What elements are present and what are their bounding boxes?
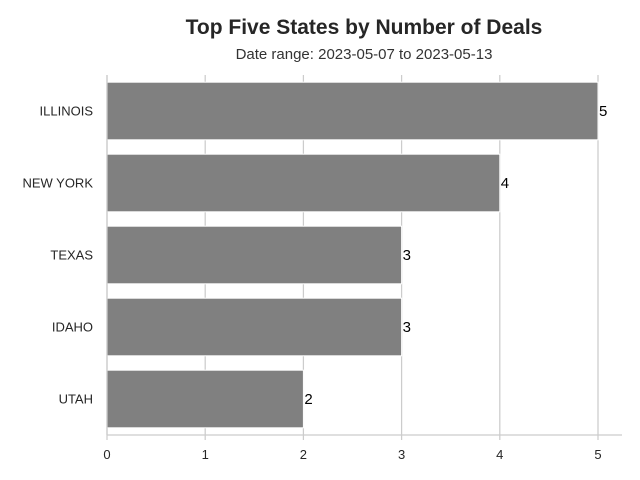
value-label: 2 [304,391,312,408]
category-label: ILLINOIS [40,104,94,119]
bar [106,153,501,213]
value-label: 3 [403,247,411,264]
labels: 0 1 2 3 4 5 ILLINOIS 5 NEW YORK 4 TEXAS 3 IDAHO 3 UTAH… [22,103,607,462]
bar [106,297,403,357]
bar [106,81,599,141]
x-tick-label: 5 [594,447,601,462]
chart-subtitle: Date range: 2023-05-07 to 2023-05-13 [236,46,493,63]
category-label: NEW YORK [22,176,93,191]
x-tick-label: 0 [103,447,110,462]
value-label: 3 [403,319,411,336]
value-label: 4 [501,175,509,192]
x-tick-label: 4 [496,447,503,462]
category-label: TEXAS [50,248,93,263]
bar [106,369,304,429]
x-tick-label: 3 [398,447,405,462]
bars [106,81,599,429]
category-label: IDAHO [52,320,93,335]
category-label: UTAH [59,392,93,407]
x-tick-label: 1 [202,447,209,462]
chart-title: Top Five States by Number of Deals [186,16,543,39]
x-tick-label: 2 [300,447,307,462]
bar [106,225,403,285]
value-label: 5 [599,103,607,120]
axes [106,75,622,440]
